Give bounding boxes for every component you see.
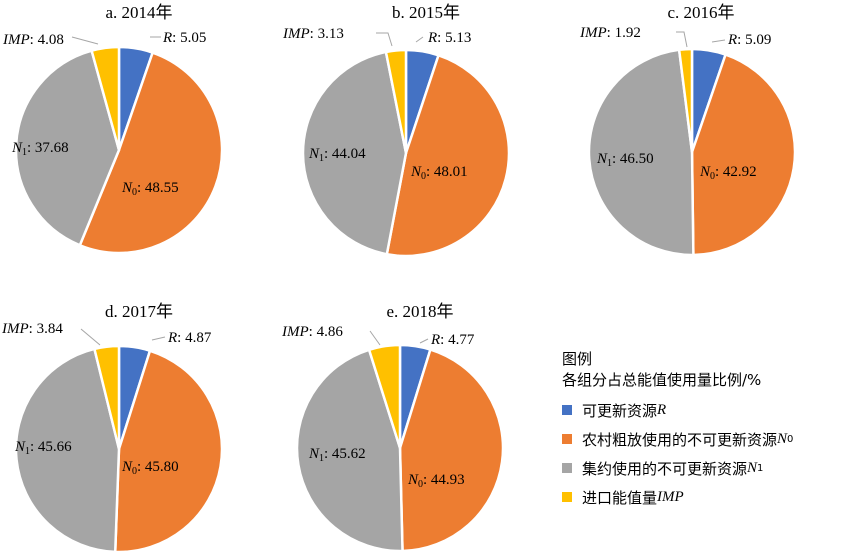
- data-label-r: R: 4.87: [167, 330, 212, 346]
- label-symbol: IMP: [281, 324, 309, 340]
- leader-line-imp: [676, 31, 688, 48]
- pie-slice-n0: [78, 51, 224, 255]
- label-symbol: R: [727, 32, 737, 48]
- legend-symbol-n0: N: [777, 430, 788, 447]
- data-label-n0: N0: 44.93: [407, 472, 465, 490]
- legend-item-r: 可更新资源 R: [562, 400, 847, 420]
- data-label-r: R: 5.13: [427, 30, 471, 46]
- pie-chart-1: a. 2014年 R: 5.05 N0: 48.55 N1: 37.68 IMP: 4.…: [2, 3, 224, 255]
- data-label-imp: IMP: 3.13: [282, 26, 344, 42]
- chart-title: e. 2018年: [386, 302, 453, 321]
- pie-slice-n0: [690, 53, 797, 257]
- data-label-n0: N0: 48.55: [121, 180, 179, 198]
- legend-subtitle: 各组分占总能值使用量比例/%: [562, 371, 762, 389]
- pie-slice-imp: [93, 344, 121, 451]
- leader-line-imp: [80, 328, 101, 346]
- pie-slice-imp: [384, 48, 408, 155]
- label-symbol: N: [14, 439, 26, 455]
- legend-sub-n0: 0: [787, 433, 794, 445]
- label-symbol: N: [11, 140, 23, 156]
- data-label-n1: N1: 45.62: [308, 446, 366, 464]
- leader-line-r: [151, 336, 166, 341]
- leader-line-r: [711, 39, 726, 43]
- legend-item-n1: 集约使用的不可更新资源 N 1: [562, 458, 847, 478]
- legend: 图例 各组分占总能值使用量比例/% 可更新资源 R 农村粗放使用的不可更新资源 N 0…: [562, 349, 847, 507]
- legend-label-n1: 集约使用的不可更新资源: [582, 459, 748, 478]
- label-symbol: IMP: [1, 321, 29, 337]
- leader-line-imp: [376, 32, 393, 47]
- chart-title: b. 2015年: [392, 3, 460, 22]
- data-label-n0: N0: 45.80: [121, 459, 179, 477]
- legend-label-imp: 进口能值量: [582, 488, 658, 507]
- pie-chart-5: e. 2018年 R: 4.77 N0: 44.93 N1: 45.62 IMP: 4.…: [281, 302, 505, 553]
- label-symbol: IMP: [282, 26, 310, 42]
- label-symbol: N: [699, 164, 711, 180]
- label-symbol: N: [410, 164, 422, 180]
- pie-chart-3: c. 2016年 R: 5.09 N0: 42.92 N1: 46.50 IMP: 1.…: [579, 3, 797, 257]
- legend-title: 图例: [562, 350, 593, 368]
- pie-chart-2: b. 2015年 R: 5.13 N0: 48.01 N1: 44.04 IMP: 3.…: [282, 3, 511, 258]
- data-label-n1: N1: 45.66: [14, 439, 72, 457]
- data-label-r: R: 5.05: [162, 30, 206, 46]
- pie-slice-n0: [398, 348, 505, 553]
- label-symbol: N: [121, 459, 133, 475]
- label-symbol: R: [427, 30, 437, 46]
- legend-swatch-n0: [562, 434, 572, 444]
- legend-item-imp: 进口能值量 IMP: [562, 487, 847, 507]
- data-label-n0: N0: 48.01: [410, 164, 468, 182]
- label-symbol: N: [308, 146, 320, 162]
- label-symbol: R: [167, 330, 177, 346]
- label-symbol: IMP: [579, 25, 607, 41]
- label-symbol: N: [121, 180, 133, 196]
- leader-line-imp: [369, 330, 381, 346]
- label-symbol: N: [407, 472, 419, 488]
- legend-sub-n1: 1: [757, 462, 764, 474]
- pie-slice-n1: [587, 48, 695, 257]
- data-label-imp: IMP: 4.86: [281, 324, 343, 340]
- legend-item-n0: 农村粗放使用的不可更新资源 N 0: [562, 429, 847, 449]
- data-label-r: R: 5.09: [727, 32, 771, 48]
- label-symbol: R: [162, 30, 172, 46]
- legend-swatch-r: [562, 405, 572, 415]
- legend-swatch-n1: [562, 463, 572, 473]
- pie-slice-imp: [90, 45, 121, 152]
- data-label-n1: N1: 44.04: [308, 146, 366, 164]
- pie-slice-imp: [677, 47, 694, 154]
- legend-symbol-n1: N: [747, 459, 758, 476]
- data-label-imp: IMP: 3.84: [1, 321, 63, 337]
- chart-title: c. 2016年: [667, 3, 734, 22]
- label-symbol: N: [308, 446, 320, 462]
- chart-title: a. 2014年: [105, 3, 172, 22]
- chart-title: d. 2017年: [105, 302, 173, 321]
- label-symbol: N: [596, 151, 608, 167]
- data-label-imp: IMP: 1.92: [579, 25, 641, 41]
- leader-line-r: [415, 36, 424, 43]
- pie-slice-n0: [385, 54, 511, 258]
- data-label-r: R: 4.77: [430, 332, 475, 348]
- pie-slice-n1: [14, 347, 121, 554]
- leader-line-r: [419, 338, 429, 344]
- pie-slice-n1: [301, 50, 408, 256]
- legend-label-r: 可更新资源: [582, 401, 658, 420]
- pie-slice-imp: [367, 343, 402, 450]
- label-symbol: IMP: [2, 32, 30, 48]
- leader-line-imp: [71, 36, 99, 45]
- data-label-n1: N1: 37.68: [11, 140, 69, 158]
- data-label-imp: IMP: 4.08: [2, 32, 64, 48]
- legend-swatch-imp: [562, 492, 572, 502]
- label-symbol: R: [430, 332, 440, 348]
- legend-label-n0: 农村粗放使用的不可更新资源: [582, 430, 778, 449]
- pie-slice-n1: [14, 49, 121, 247]
- pie-slice-n0: [113, 349, 224, 554]
- legend-symbol-imp: IMP: [657, 488, 684, 505]
- data-label-n1: N1: 46.50: [596, 151, 654, 169]
- pie-chart-4: d. 2017年 R: 4.87 N0: 45.80 N1: 45.66 IMP: 3.…: [1, 302, 224, 554]
- data-label-n0: N0: 42.92: [699, 164, 757, 182]
- pie-slice-n1: [295, 348, 404, 553]
- legend-symbol-r: R: [657, 401, 667, 418]
